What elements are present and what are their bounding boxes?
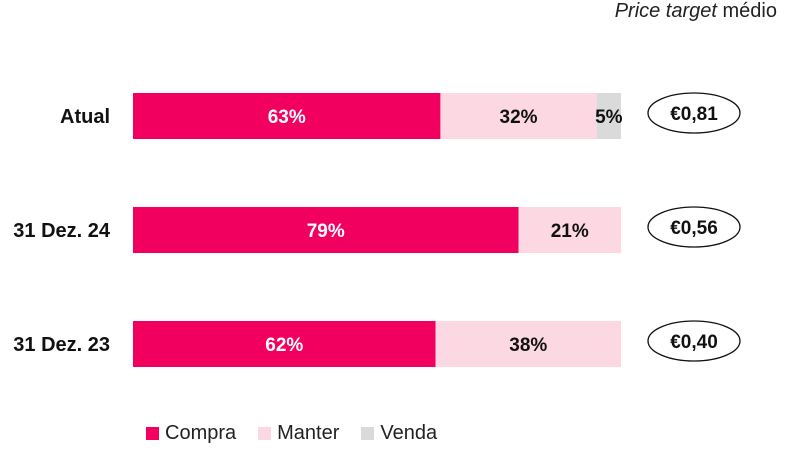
legend-swatch-venda: [361, 427, 375, 440]
price-target-ellipse: [647, 92, 741, 134]
price-target-ellipse: [647, 320, 741, 362]
price-target-value: €0,56: [670, 218, 718, 239]
bar-segment-compra: [133, 207, 519, 253]
category-label: 31 Dez. 24: [13, 220, 111, 242]
bar-segment-manter: [518, 207, 621, 253]
bar-segment-compra: [133, 321, 436, 367]
category-label: 31 Dez. 23: [13, 334, 110, 356]
legend-swatch-manter: [258, 427, 272, 440]
category-label: Atual: [60, 106, 110, 128]
price-target-value: €0,81: [670, 104, 718, 125]
data-label: 38%: [509, 335, 547, 356]
price-target-header-rest: médio: [722, 0, 777, 22]
price-target-header: Price target médio: [615, 0, 777, 23]
legend-label-compra: Compra: [165, 422, 237, 444]
price-target-ellipse: [647, 206, 741, 248]
bar-segment-venda: [596, 93, 621, 139]
data-label: 79%: [307, 221, 345, 242]
legend-item-venda: Venda: [361, 422, 437, 445]
legend-label-manter: Manter: [277, 422, 340, 444]
data-label: 5%: [595, 107, 623, 128]
legend-swatch-compra: [146, 427, 159, 440]
bar-segment-manter: [440, 93, 597, 139]
legend-item-compra: Compra: [146, 422, 236, 445]
chart-legend: Compra Manter Venda: [146, 422, 437, 445]
bar-segment-manter: [435, 321, 621, 367]
legend-label-venda: Venda: [380, 422, 438, 444]
data-label: 62%: [265, 335, 303, 356]
data-label: 63%: [268, 107, 306, 128]
legend-item-manter: Manter: [258, 422, 339, 445]
bar-segment-compra: [133, 93, 441, 139]
data-label: 32%: [500, 107, 538, 128]
data-label: 21%: [551, 221, 589, 242]
price-target-value: €0,40: [670, 332, 718, 353]
price-target-header-italic: Price target: [614, 0, 717, 22]
